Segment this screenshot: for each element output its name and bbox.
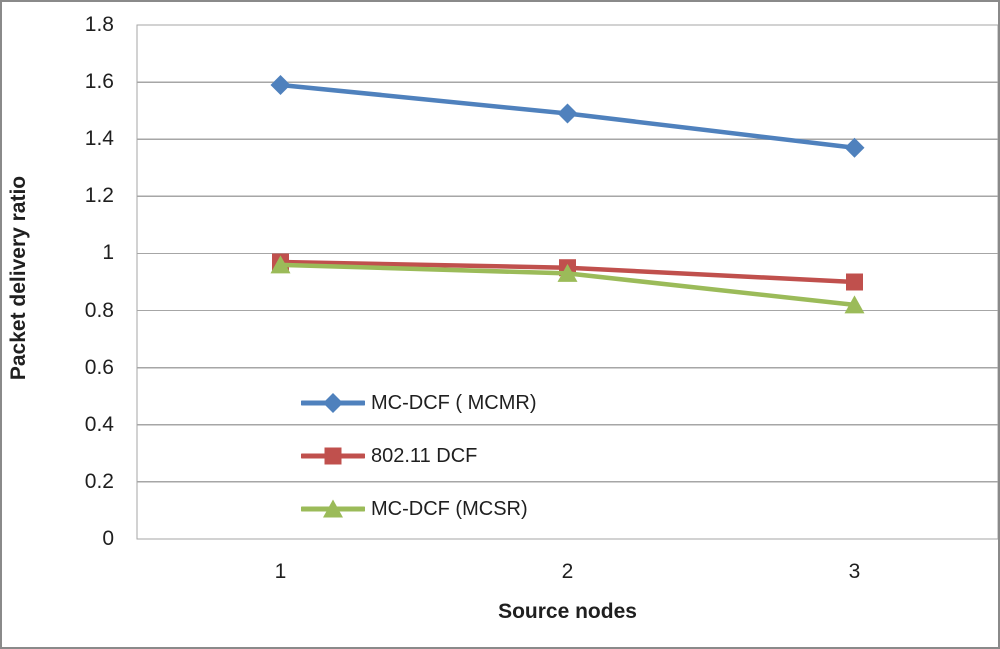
y-tick-label: 0.6	[84, 355, 114, 379]
y-axis-title: Packet delivery ratio	[7, 175, 30, 381]
y-tick-label: 1.2	[84, 184, 114, 208]
legend-label: MC-DCF ( MCMR)	[371, 391, 537, 414]
y-tick-label: 0.2	[84, 469, 114, 493]
x-axis-title: Source nodes	[498, 600, 637, 623]
y-tick-label: 0.8	[84, 298, 114, 322]
legend-marker-diamond-icon	[301, 393, 365, 413]
legend-label: 802.11 DCF	[371, 444, 478, 467]
x-tick-label: 3	[848, 560, 861, 583]
y-tick-label: 1	[102, 241, 114, 265]
legend-marker-triangle-icon	[301, 499, 365, 518]
y-tick-label: 1.6	[84, 70, 114, 94]
y-tick-label: 0	[102, 527, 114, 550]
legend-item-80211-dcf: 802.11 DCF	[301, 443, 537, 469]
x-tick-label: 2	[561, 560, 574, 583]
legend-label: MC-DCF (MCSR)	[371, 497, 528, 520]
y-tick-label: 1.4	[84, 127, 114, 151]
legend: MC-DCF ( MCMR) 802.11 DCF MC-DCF (MCSR)	[301, 390, 537, 549]
legend-item-mcdcf-mcmr: MC-DCF ( MCMR)	[301, 390, 537, 416]
x-tick-label: 1	[274, 560, 287, 583]
legend-marker-square-icon	[301, 447, 365, 465]
y-tick-label: 1.8	[84, 13, 114, 36]
y-tick-label: 0.4	[84, 412, 114, 436]
legend-item-mcdcf-mcsr: MC-DCF (MCSR)	[301, 496, 537, 522]
